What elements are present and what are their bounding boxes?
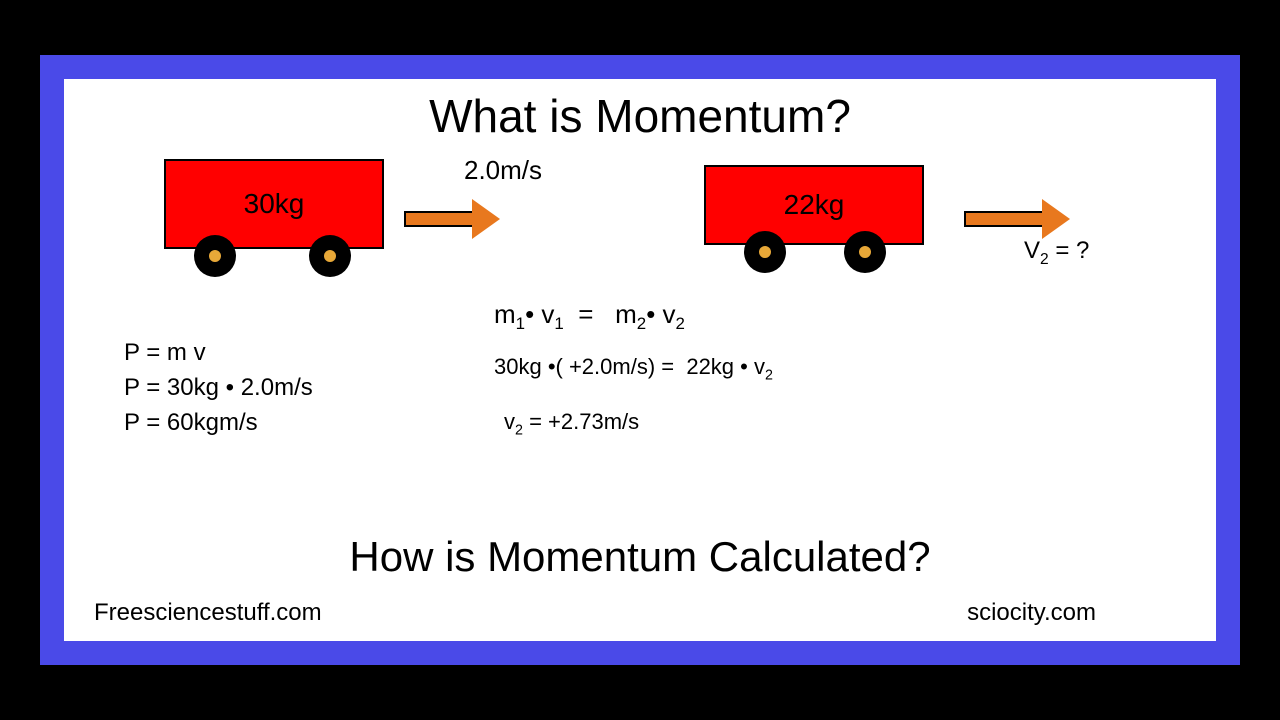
arrow-head-icon: [472, 199, 500, 239]
footer-right-link: sciocity.com: [967, 599, 1096, 627]
cart-2: 22kg: [704, 165, 924, 245]
slide-subtitle: How is Momentum Calculated?: [349, 533, 930, 581]
slide-content: What is Momentum? 30kg 2.0m/s 22kg: [64, 79, 1216, 641]
footer-left-link: Freesciencestuff.com: [94, 599, 322, 627]
eq-left-2: P = 30kg • 2.0m/s: [124, 374, 313, 402]
eq-center-3: v2 = +2.73m/s: [504, 409, 639, 438]
cart-2-velocity-label: V2 = ?: [1024, 237, 1089, 269]
v2-suffix: = ?: [1049, 237, 1090, 264]
cart-1-wheel-right: [309, 235, 351, 277]
cart-1: 30kg: [164, 159, 384, 249]
arrow-head-icon: [1042, 199, 1070, 239]
arrow-shaft: [404, 211, 474, 227]
slide-border: What is Momentum? 30kg 2.0m/s 22kg: [40, 55, 1240, 665]
cart-2-wheel-right: [844, 231, 886, 273]
wheel-hub-icon: [759, 246, 771, 258]
cart-1-mass-label: 30kg: [244, 188, 305, 220]
slide-title: What is Momentum?: [429, 89, 851, 143]
v2-symbol: V: [1024, 237, 1040, 264]
cart-2-wheel-left: [744, 231, 786, 273]
cart-2-mass-label: 22kg: [784, 189, 845, 221]
cart-1-velocity-label: 2.0m/s: [464, 155, 542, 186]
cart-1-body: 30kg: [164, 159, 384, 249]
eq-center-1: m1• v1 = m2• v2: [494, 299, 685, 334]
cart-2-body: 22kg: [704, 165, 924, 245]
eq-center-2: 30kg •( +2.0m/s) = 22kg • v2: [494, 354, 773, 383]
cart-2-arrow-icon: [964, 199, 1070, 239]
v2-subscript: 2: [1040, 251, 1049, 268]
eq-left-3: P = 60kgm/s: [124, 409, 258, 437]
cart-1-wheel-left: [194, 235, 236, 277]
wheel-hub-icon: [859, 246, 871, 258]
cart-1-arrow-icon: [404, 199, 500, 239]
eq-left-1: P = m v: [124, 339, 206, 367]
arrow-shaft: [964, 211, 1044, 227]
wheel-hub-icon: [324, 250, 336, 262]
wheel-hub-icon: [209, 250, 221, 262]
